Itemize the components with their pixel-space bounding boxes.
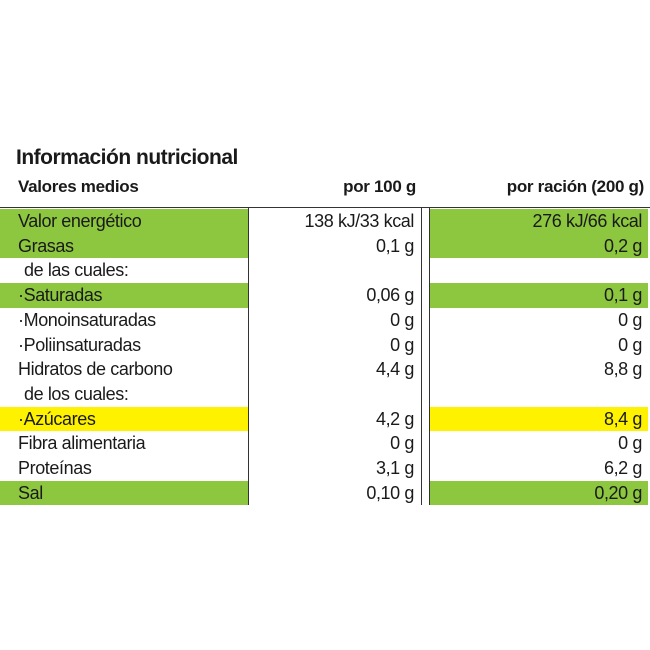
column-header: por 100 g [343,177,416,196]
cell [430,382,648,407]
cell [250,258,420,283]
cell: 6,2 g [603,458,642,478]
cell: 0,2 g [430,233,648,259]
rule [248,207,249,505]
cell: 0 g [390,334,414,355]
rule [429,207,430,505]
cell: 4,2 g [375,408,414,429]
cell: ·Monoinsaturadas [18,309,156,330]
cell: Sal [0,480,248,506]
title: Información nutricional [16,146,238,169]
column-header: Valores medios [18,177,139,196]
cell: 0,1 g [430,283,648,308]
cell: 0 g [618,433,642,454]
cell [430,258,648,283]
cell: 4,4 g [375,359,414,380]
cell: 0,20 g [430,480,648,506]
cell: 0,10 g [366,482,414,503]
cell: 0,1 g [375,235,414,256]
cell: 3,1 g [375,458,414,478]
cell: 0,06 g [366,285,414,306]
cell: 138 kJ/33 kcal [304,211,415,231]
cell: 8,4 g [430,406,648,432]
cell: Proteínas [18,458,92,478]
cell: Valor energético [0,209,248,234]
rule [421,207,422,505]
cell: 276 kJ/66 kcal [430,209,648,234]
cell: Hidratos de carbono [18,359,173,380]
cell: 0 g [618,334,642,355]
cell [250,382,420,407]
cell: 8,8 g [603,359,642,380]
cell: Grasas [0,233,248,259]
cell: Fibra alimentaria [18,433,146,454]
column-header: por ración (200 g) [506,177,645,196]
cell: ·Poliinsaturadas [18,334,141,355]
rule [0,207,650,208]
cell: 0 g [618,309,642,330]
cell: de las cuales: [24,260,129,281]
cell: 0 g [390,309,414,330]
cell: ·Azúcares [0,406,248,432]
cell: ·Saturadas [0,283,248,308]
cell: 0 g [390,433,414,454]
cell: de los cuales: [24,383,129,404]
